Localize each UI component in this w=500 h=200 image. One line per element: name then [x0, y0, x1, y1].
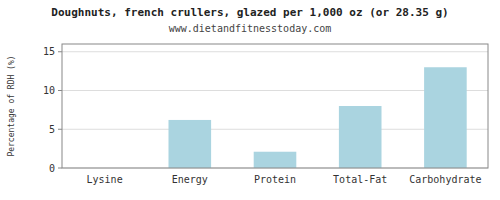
x-tick-label: Carbohydrate	[409, 174, 481, 185]
subtitle: www.dietandfitnesstoday.com	[169, 23, 332, 34]
grid-line	[62, 51, 488, 52]
x-tick-label: Protein	[254, 174, 296, 185]
bars	[169, 67, 467, 168]
chart-svg: Doughnuts, french crullers, glazed per 1…	[0, 0, 500, 200]
x-tick-label: Energy	[172, 174, 208, 185]
x-tick-label: Lysine	[87, 174, 123, 185]
bar	[424, 67, 467, 168]
chart-container: Doughnuts, french crullers, glazed per 1…	[0, 0, 500, 200]
bar	[254, 152, 297, 168]
y-tick-label: 0	[49, 163, 55, 174]
bar	[169, 120, 212, 168]
title: Doughnuts, french crullers, glazed per 1…	[51, 6, 448, 19]
bar	[339, 106, 382, 168]
y-tick-label: 5	[49, 124, 55, 135]
y-tick	[58, 129, 62, 130]
y-tick-label: 15	[43, 46, 55, 57]
x-tick-label: Total-Fat	[333, 174, 387, 185]
y-axis-label: Percentage of RDH (%)	[7, 55, 16, 156]
y-tick	[58, 51, 62, 52]
y-tick	[58, 168, 62, 169]
y-tick	[58, 90, 62, 91]
y-tick-label: 10	[43, 85, 55, 96]
plot-frame	[62, 44, 488, 168]
